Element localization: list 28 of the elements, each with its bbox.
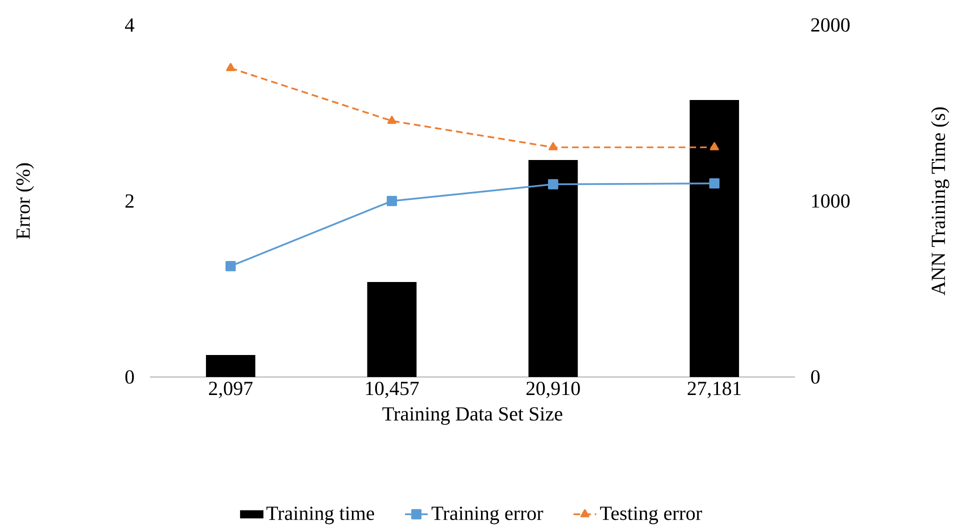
bar: [367, 282, 417, 377]
x-tick-label: 20,910: [526, 382, 580, 398]
legend-label: Training error: [432, 506, 544, 524]
point: [548, 179, 558, 190]
y-tick-label: 4: [125, 18, 134, 32]
point: [225, 260, 236, 272]
y2-tick-label: 1000: [812, 194, 850, 208]
x-tick-label: 27,181: [688, 382, 741, 398]
x-axis-title: Training Data Set Size: [382, 407, 562, 425]
y2-axis-title: ANN Training Time (s): [931, 107, 950, 296]
legend-label: Testing error: [600, 506, 702, 524]
y2-tick-label: 2000: [811, 18, 850, 32]
point: [386, 196, 398, 206]
y-axis-title: Error (%): [16, 163, 34, 239]
point: [387, 116, 396, 124]
x-tick-label: 10,457: [366, 382, 419, 398]
bar: [690, 100, 740, 377]
bar: [206, 354, 256, 377]
point: [710, 142, 719, 150]
x-tick-label: 2,097: [209, 382, 253, 398]
point: [226, 62, 236, 72]
y-tick-label: 0: [125, 370, 134, 384]
point: [709, 178, 720, 189]
legend-label: Training time: [266, 506, 374, 524]
y2-tick-label: 0: [811, 370, 820, 384]
point: [548, 142, 558, 150]
y-tick-label: 2: [126, 194, 134, 208]
bar: [528, 160, 578, 377]
